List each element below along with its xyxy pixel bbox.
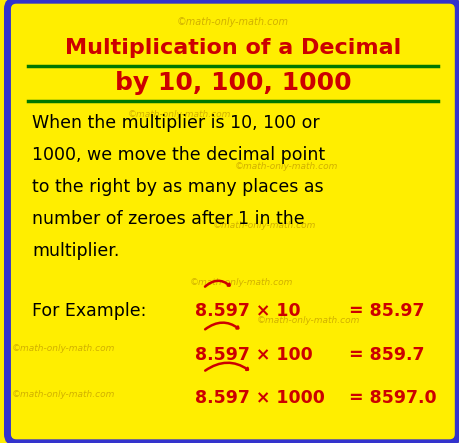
Text: 8.597 × 1000: 8.597 × 1000 [195,389,325,407]
Text: to the right by as many places as: to the right by as many places as [32,178,324,196]
Text: ©math-only-math.com: ©math-only-math.com [177,17,289,27]
Text: ©math-only-math.com: ©math-only-math.com [235,162,338,171]
Text: Multiplication of a Decimal: Multiplication of a Decimal [65,39,401,58]
Text: = 859.7: = 859.7 [349,346,425,364]
Text: ©math-only-math.com: ©math-only-math.com [190,278,293,288]
Text: For Example:: For Example: [32,302,146,320]
Text: by 10, 100, 1000: by 10, 100, 1000 [115,71,351,96]
Text: 8.597 × 10: 8.597 × 10 [195,302,301,320]
Text: ©math-only-math.com: ©math-only-math.com [11,390,115,399]
Text: = 85.97: = 85.97 [349,302,425,320]
Text: = 8597.0: = 8597.0 [349,389,437,407]
Text: ©math-only-math.com: ©math-only-math.com [213,222,316,230]
Text: 8.597 × 100: 8.597 × 100 [195,346,313,364]
Text: When the multiplier is 10, 100 or: When the multiplier is 10, 100 or [32,114,319,132]
FancyBboxPatch shape [7,0,458,443]
Text: multiplier.: multiplier. [32,242,119,260]
Text: number of zeroes after 1 in the: number of zeroes after 1 in the [32,210,305,228]
Text: 1000, we move the decimal point: 1000, we move the decimal point [32,146,325,164]
Text: ©math-only-math.com: ©math-only-math.com [128,109,231,119]
Text: ©math-only-math.com: ©math-only-math.com [11,344,115,353]
Text: ©math-only-math.com: ©math-only-math.com [257,315,360,325]
